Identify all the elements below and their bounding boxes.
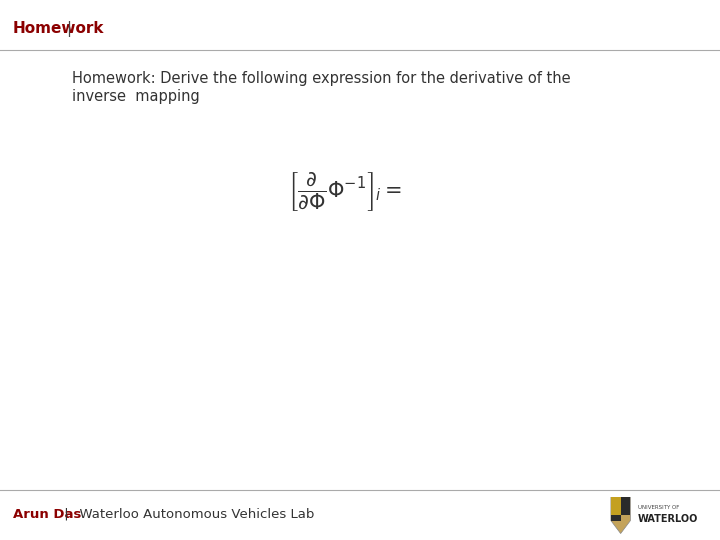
Polygon shape — [611, 515, 621, 521]
Text: WATERLOO: WATERLOO — [638, 515, 698, 524]
Text: $\left[\dfrac{\partial}{\partial\Phi}\Phi^{-1}\right]_{i} =$: $\left[\dfrac{\partial}{\partial\Phi}\Ph… — [288, 170, 402, 213]
Text: Arun Das: Arun Das — [13, 508, 81, 521]
Polygon shape — [621, 497, 631, 515]
Text: |: | — [66, 21, 71, 37]
Polygon shape — [611, 497, 631, 534]
Polygon shape — [611, 497, 621, 515]
Text: UNIVERSITY OF: UNIVERSITY OF — [638, 505, 679, 510]
Text: Homework: Homework — [13, 21, 104, 36]
Text: Waterloo Autonomous Vehicles Lab: Waterloo Autonomous Vehicles Lab — [71, 508, 314, 521]
Text: |: | — [60, 508, 68, 521]
Text: inverse  mapping: inverse mapping — [72, 89, 199, 104]
Text: Homework: Derive the following expression for the derivative of the: Homework: Derive the following expressio… — [72, 71, 571, 86]
